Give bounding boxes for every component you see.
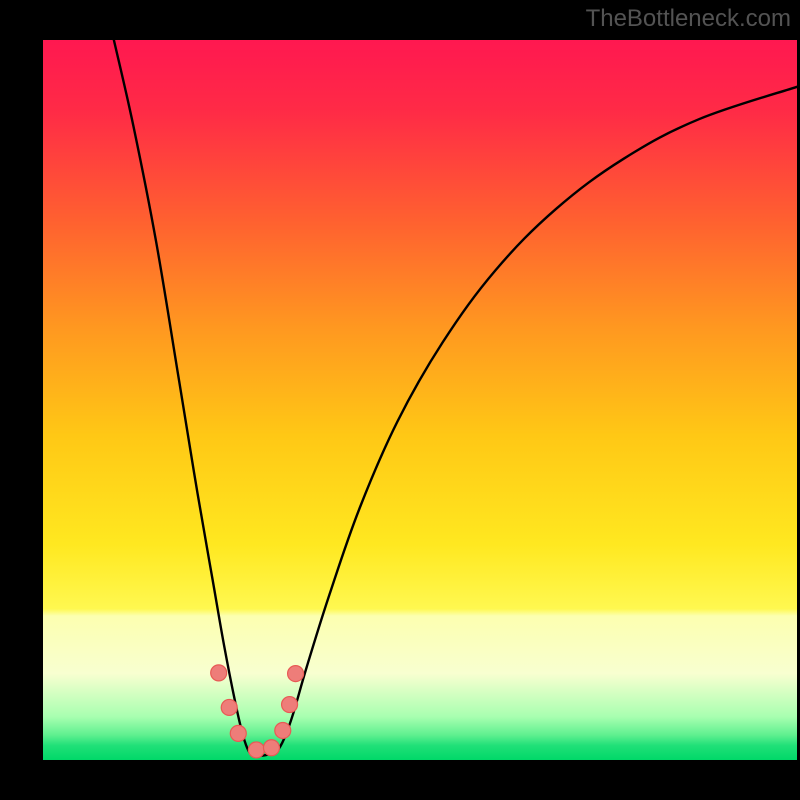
gradient-background: [43, 40, 797, 760]
chart-container: TheBottleneck.com: [0, 0, 800, 800]
marker-dot: [275, 722, 291, 738]
watermark-text: TheBottleneck.com: [586, 5, 791, 33]
plot-area: [43, 40, 797, 760]
marker-dot: [221, 699, 237, 715]
marker-dot: [248, 742, 264, 758]
marker-dot: [230, 725, 246, 741]
marker-dot: [288, 666, 304, 682]
marker-dot: [211, 665, 227, 681]
chart-svg: [43, 40, 797, 760]
marker-dot: [282, 697, 298, 713]
marker-dot: [263, 740, 279, 756]
